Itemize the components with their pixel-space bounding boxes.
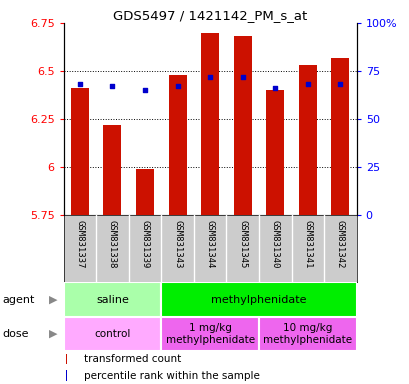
Text: dose: dose — [2, 329, 29, 339]
Text: methylphenidate: methylphenidate — [211, 295, 306, 305]
Text: percentile rank within the sample: percentile rank within the sample — [84, 371, 259, 381]
Point — [206, 74, 213, 80]
Text: GSM831345: GSM831345 — [238, 220, 247, 269]
Point — [304, 81, 310, 88]
Bar — [71, 88, 89, 215]
Text: GSM831341: GSM831341 — [303, 220, 312, 269]
Point — [76, 81, 83, 88]
Bar — [161, 317, 258, 351]
Text: saline: saline — [96, 295, 128, 305]
Bar — [66, 354, 67, 364]
Point — [142, 87, 148, 93]
Bar — [266, 90, 283, 215]
Bar — [66, 370, 67, 381]
Text: 1 mg/kg
methylphenidate: 1 mg/kg methylphenidate — [165, 323, 254, 345]
Point — [336, 81, 343, 88]
Text: agent: agent — [2, 295, 34, 305]
Bar — [233, 36, 251, 215]
Bar — [161, 282, 356, 317]
Text: GSM831343: GSM831343 — [173, 220, 182, 269]
Text: GSM831342: GSM831342 — [335, 220, 344, 269]
Bar — [201, 33, 218, 215]
Text: transformed count: transformed count — [84, 354, 181, 364]
Point — [109, 83, 115, 89]
Text: GSM831338: GSM831338 — [108, 220, 117, 269]
Bar — [330, 58, 348, 215]
Bar — [168, 75, 186, 215]
Text: control: control — [94, 329, 130, 339]
Point — [239, 74, 245, 80]
Bar — [298, 65, 316, 215]
Text: GSM831344: GSM831344 — [205, 220, 214, 269]
Text: 10 mg/kg
methylphenidate: 10 mg/kg methylphenidate — [263, 323, 352, 345]
Bar — [63, 282, 161, 317]
Text: GSM831339: GSM831339 — [140, 220, 149, 269]
Point — [174, 83, 180, 89]
Bar — [103, 125, 121, 215]
Text: GSM831337: GSM831337 — [75, 220, 84, 269]
Bar — [63, 317, 161, 351]
Bar — [136, 169, 153, 215]
Text: GSM831340: GSM831340 — [270, 220, 279, 269]
Text: ▶: ▶ — [49, 295, 57, 305]
Bar — [258, 317, 356, 351]
Point — [271, 85, 278, 91]
Title: GDS5497 / 1421142_PM_s_at: GDS5497 / 1421142_PM_s_at — [113, 9, 306, 22]
Text: ▶: ▶ — [49, 329, 57, 339]
